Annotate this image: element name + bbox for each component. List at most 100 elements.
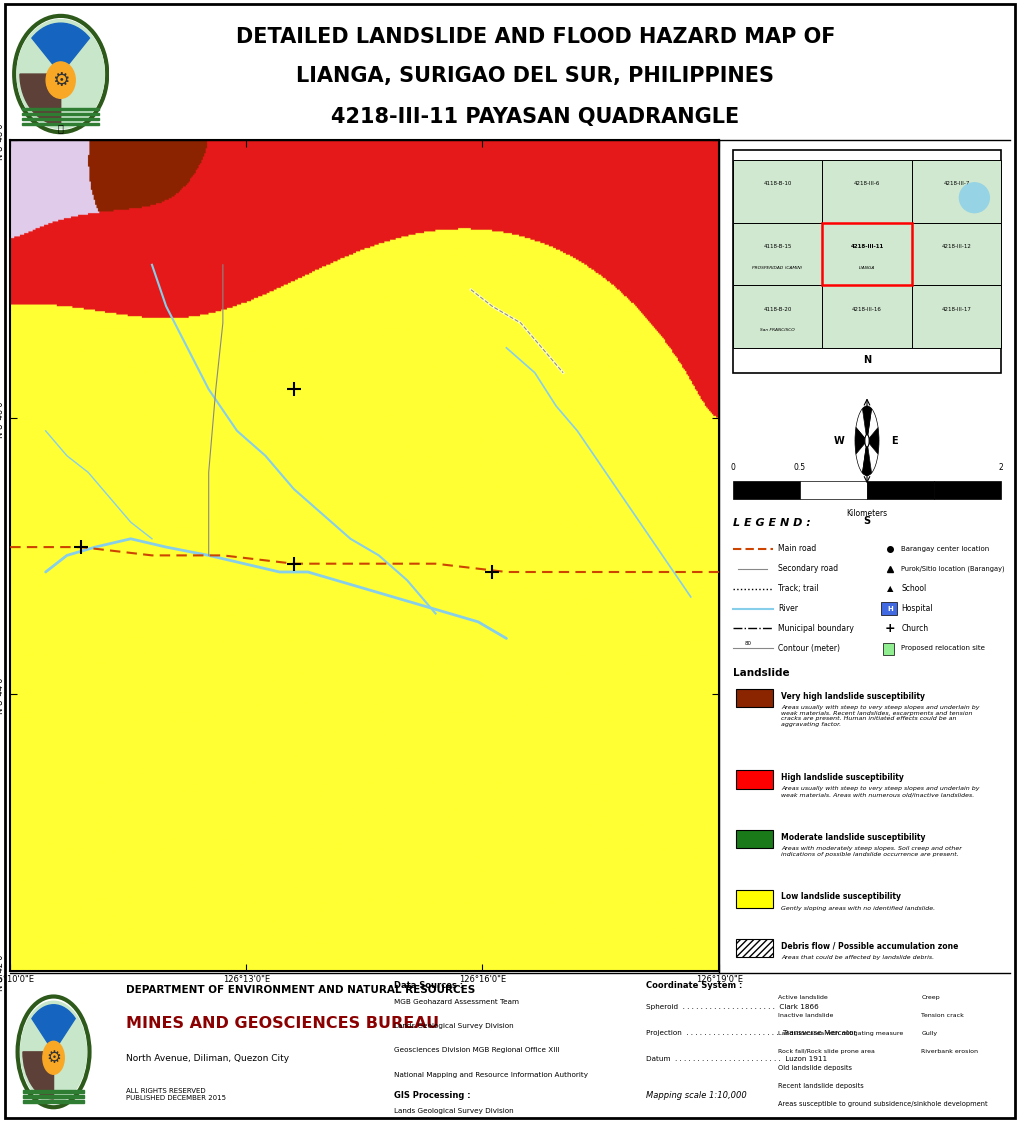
Bar (821, 223, 911, 285)
Text: Projection  . . . . . . . . . . . . . . . . . . . . .  Transverse Mercator: Projection . . . . . . . . . . . . . . .… (646, 1030, 856, 1037)
Circle shape (17, 19, 104, 129)
Text: Proposed relocation site: Proposed relocation site (901, 645, 984, 652)
Text: 80: 80 (744, 641, 750, 646)
Text: 0.5: 0.5 (793, 463, 805, 472)
Bar (911, 223, 1001, 285)
Ellipse shape (958, 182, 989, 213)
Text: PROSPERIDAD (CAMIN): PROSPERIDAD (CAMIN) (752, 266, 802, 269)
Text: Riverbank erosion: Riverbank erosion (920, 1049, 977, 1055)
Text: Old landslide deposits: Old landslide deposits (777, 1065, 852, 1070)
Circle shape (864, 434, 868, 447)
Bar (799, 480, 866, 499)
Text: River: River (777, 604, 798, 613)
Text: I N D E X   M A P :: I N D E X M A P : (741, 163, 829, 172)
Text: Areas that could be affected by landslide debris.: Areas that could be affected by landslid… (781, 955, 933, 959)
Bar (732, 480, 799, 499)
Text: S: S (863, 516, 869, 526)
Text: Tension crack: Tension crack (920, 1013, 963, 1018)
Text: ALL RIGHTS RESERVED
PUBLISHED DECEMBER 2015: ALL RIGHTS RESERVED PUBLISHED DECEMBER 2… (126, 1088, 226, 1102)
Text: School: School (901, 585, 925, 594)
Text: GIS Processing :: GIS Processing : (393, 1091, 470, 1100)
Text: Areas susceptible to ground subsidence/sinkhole development: Areas susceptible to ground subsidence/s… (777, 1101, 987, 1107)
Bar (22, 1091, 84, 1093)
Text: 4118-B-10: 4118-B-10 (762, 182, 791, 186)
Wedge shape (866, 408, 877, 441)
Text: 4218-III-16: 4218-III-16 (851, 306, 881, 312)
Wedge shape (866, 441, 877, 473)
Text: 4218-III-17: 4218-III-17 (941, 306, 970, 312)
Wedge shape (861, 441, 871, 476)
Text: Areas usually with steep to very steep slopes and underlain by
weak materials. A: Areas usually with steep to very steep s… (781, 787, 979, 797)
Text: Geosciences Division MGB Regional Office XIII: Geosciences Division MGB Regional Office… (393, 1048, 559, 1054)
Text: ⚙: ⚙ (52, 71, 69, 90)
Bar (22, 122, 100, 125)
Text: Church: Church (901, 624, 927, 633)
Text: Municipal boundary: Municipal boundary (777, 624, 854, 633)
Text: Active landslide: Active landslide (777, 994, 827, 1000)
Text: Recent landslide deposits: Recent landslide deposits (777, 1083, 863, 1089)
Wedge shape (20, 74, 61, 125)
Bar (22, 1100, 84, 1103)
Bar (735, 939, 772, 957)
Ellipse shape (734, 1078, 770, 1094)
Text: Kilometers: Kilometers (846, 509, 887, 518)
Wedge shape (32, 24, 90, 74)
Text: Gully: Gully (920, 1031, 936, 1036)
Text: Mapping scale 1:10,000: Mapping scale 1:10,000 (646, 1091, 746, 1100)
Text: LIANGA: LIANGA (858, 266, 874, 269)
Wedge shape (854, 427, 866, 454)
Text: High landslide susceptibility: High landslide susceptibility (781, 773, 903, 782)
Bar (735, 830, 772, 848)
Bar (821, 223, 911, 285)
Text: Coordinate System :: Coordinate System : (646, 982, 742, 991)
Text: DETAILED LANDSLIDE AND FLOOD HAZARD MAP OF: DETAILED LANDSLIDE AND FLOOD HAZARD MAP … (235, 27, 835, 47)
Text: 4218-III-12: 4218-III-12 (941, 243, 970, 249)
Text: Contour (meter): Contour (meter) (777, 644, 840, 653)
Wedge shape (866, 427, 878, 454)
Text: Low landslide susceptibility: Low landslide susceptibility (781, 892, 901, 901)
Bar (22, 1095, 84, 1097)
Text: 4218-III-11: 4218-III-11 (850, 243, 882, 249)
Bar (911, 285, 1001, 348)
Bar (732, 285, 821, 348)
Wedge shape (22, 1052, 53, 1100)
Text: Purok/Sitio location (Barangay): Purok/Sitio location (Barangay) (901, 565, 1004, 572)
Text: Inactive landslide: Inactive landslide (777, 1013, 833, 1018)
Text: Areas usually with steep to very steep slopes and underlain by
weak materials. R: Areas usually with steep to very steep s… (781, 705, 979, 727)
Text: L E G E N D :: L E G E N D : (732, 518, 810, 528)
Text: Moderate landslide susceptibility: Moderate landslide susceptibility (781, 833, 925, 842)
Bar (735, 890, 772, 909)
Text: MGB Geohazard Assessment Team: MGB Geohazard Assessment Team (393, 999, 519, 1004)
Text: Barangay center location: Barangay center location (901, 545, 988, 552)
Circle shape (46, 62, 75, 99)
Wedge shape (32, 1005, 75, 1052)
Bar (866, 480, 933, 499)
Bar (22, 108, 100, 110)
Text: 4218-III-11 PAYASAN QUADRANGLE: 4218-III-11 PAYASAN QUADRANGLE (331, 107, 739, 127)
Text: DEPARTMENT OF ENVIRONMENT AND NATURAL RESOURCES: DEPARTMENT OF ENVIRONMENT AND NATURAL RE… (126, 985, 475, 995)
Text: 2: 2 (998, 463, 1003, 472)
Bar (933, 480, 1001, 499)
Text: +: + (883, 622, 895, 635)
Text: 0: 0 (730, 463, 735, 472)
Bar (735, 771, 772, 789)
Text: H: H (887, 606, 892, 611)
Wedge shape (855, 408, 866, 441)
Text: San FRANCISCO: San FRANCISCO (759, 329, 794, 332)
Text: 4118-B-15: 4118-B-15 (762, 243, 791, 249)
Bar (732, 160, 821, 223)
Text: Gently sloping areas with no identified landslide.: Gently sloping areas with no identified … (781, 905, 934, 911)
Circle shape (20, 1001, 87, 1103)
Text: Datum  . . . . . . . . . . . . . . . . . . . . . . . .  Luzon 1911: Datum . . . . . . . . . . . . . . . . . … (646, 1056, 826, 1063)
Text: Lands Geological Survey Division: Lands Geological Survey Division (393, 1107, 513, 1114)
Text: Landslide: Landslide (732, 669, 789, 679)
Text: Debris flow / Possible accumulation zone: Debris flow / Possible accumulation zone (781, 941, 958, 950)
Ellipse shape (734, 1060, 770, 1075)
FancyBboxPatch shape (732, 150, 1001, 373)
Text: ⚙: ⚙ (46, 1049, 61, 1067)
Text: 4118-B-20: 4118-B-20 (762, 306, 791, 312)
Text: E: E (891, 435, 897, 445)
Text: Main road: Main road (777, 544, 816, 553)
Text: N: N (862, 356, 870, 366)
Text: Very high landslide susceptibility: Very high landslide susceptibility (781, 691, 924, 700)
